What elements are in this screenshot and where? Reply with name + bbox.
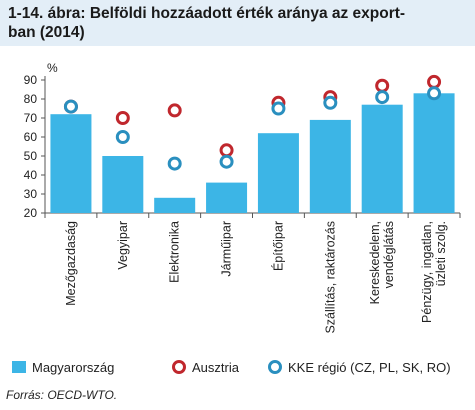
bar-chart: % 20 30 40 50 60 70 80 90 Mezőgazdaság Vegyipar Ele… <box>12 61 461 375</box>
x-category-label-line: Járműipar <box>220 221 234 277</box>
x-category-label-0: Mezőgazdaság <box>64 221 78 306</box>
marker-series-2-point-5 <box>323 95 338 110</box>
bar-magyarorsz-g-1 <box>102 156 144 213</box>
marker-series-2-point-1 <box>115 130 130 144</box>
legend-swatch-marker <box>268 360 282 374</box>
legend-label-0: Magyarország <box>32 360 114 375</box>
x-category-label-line: Kereskedelem, <box>368 221 382 304</box>
x-category-label-4: Építőipar <box>270 221 285 271</box>
figure-title-line-2: ban (2014) <box>8 24 85 41</box>
source-note: Forrás: OECD-WTO. <box>6 388 118 402</box>
figure-title-line-1: 1-14. ábra: Belföldi hozzáadott érték ar… <box>8 5 406 22</box>
x-category-label-3: Járműipar <box>220 221 234 277</box>
title-band <box>0 0 475 46</box>
marker-series-2-point-3 <box>219 154 234 169</box>
x-category-label-2: Elektronika <box>168 221 182 283</box>
y-tick-label: 40 <box>24 168 38 182</box>
x-category-label-line: Elektronika <box>168 221 182 283</box>
x-category-label-line: Építőipar <box>270 221 285 271</box>
bar-magyarorsz-g-5 <box>309 119 351 213</box>
bar-magyarorsz-g-4 <box>257 133 299 213</box>
y-tick-label: 90 <box>24 73 38 87</box>
marker-series-1-point-1 <box>115 111 130 125</box>
x-category-label-line: Mezőgazdaság <box>64 221 78 306</box>
y-tick-label: 80 <box>24 92 38 106</box>
y-tick-label: 30 <box>24 187 38 201</box>
marker-series-2-point-2 <box>167 156 182 171</box>
marker-series-2-point-0 <box>63 99 78 114</box>
x-category-label-5: Szállítás, raktározás <box>323 221 337 334</box>
x-category-label-line: Szállítás, raktározás <box>323 221 337 334</box>
bar-magyarorsz-g-2 <box>154 197 196 213</box>
marker-series-1-point-2 <box>167 103 182 118</box>
marker-series-1-point-6 <box>375 78 390 93</box>
y-tick-label: 60 <box>24 130 38 144</box>
figure-title: 1-14. ábra: Belföldi hozzáadott érték ar… <box>8 4 468 42</box>
y-tick-label: 70 <box>24 111 38 125</box>
bar-magyarorsz-g-6 <box>361 104 403 213</box>
marker-series-1-point-3 <box>219 143 234 158</box>
legend-label-1: Ausztria <box>192 360 240 375</box>
x-category-label-1: Vegyipar <box>116 221 130 270</box>
x-category-label-line: vendéglátás <box>382 221 396 288</box>
y-axis-unit-label: % <box>47 61 58 75</box>
marker-series-2-point-6 <box>375 90 390 105</box>
legend-swatch-marker <box>172 360 186 374</box>
bar-magyarorsz-g-7 <box>413 93 455 213</box>
y-tick-label: 20 <box>24 206 38 220</box>
marker-series-1-point-7 <box>427 74 442 89</box>
y-tick-label: 50 <box>24 149 38 163</box>
x-category-label-line: üzleti szolg. <box>434 221 448 286</box>
x-category-label-7: Pénzügy, ingatlan,üzleti szolg. <box>420 221 448 323</box>
marker-series-2-point-4 <box>271 101 286 116</box>
x-category-label-line: Vegyipar <box>116 221 130 270</box>
marker-series-2-point-7 <box>427 86 442 101</box>
legend-swatch-bar <box>12 361 26 373</box>
x-category-label-6: Kereskedelem,vendéglátás <box>368 221 396 304</box>
bar-magyarorsz-g-0 <box>50 114 92 213</box>
bar-magyarorsz-g-3 <box>206 182 248 213</box>
legend-label-2: KKE régió (CZ, PL, SK, RO) <box>288 360 451 375</box>
x-category-label-line: Pénzügy, ingatlan, <box>420 221 434 323</box>
